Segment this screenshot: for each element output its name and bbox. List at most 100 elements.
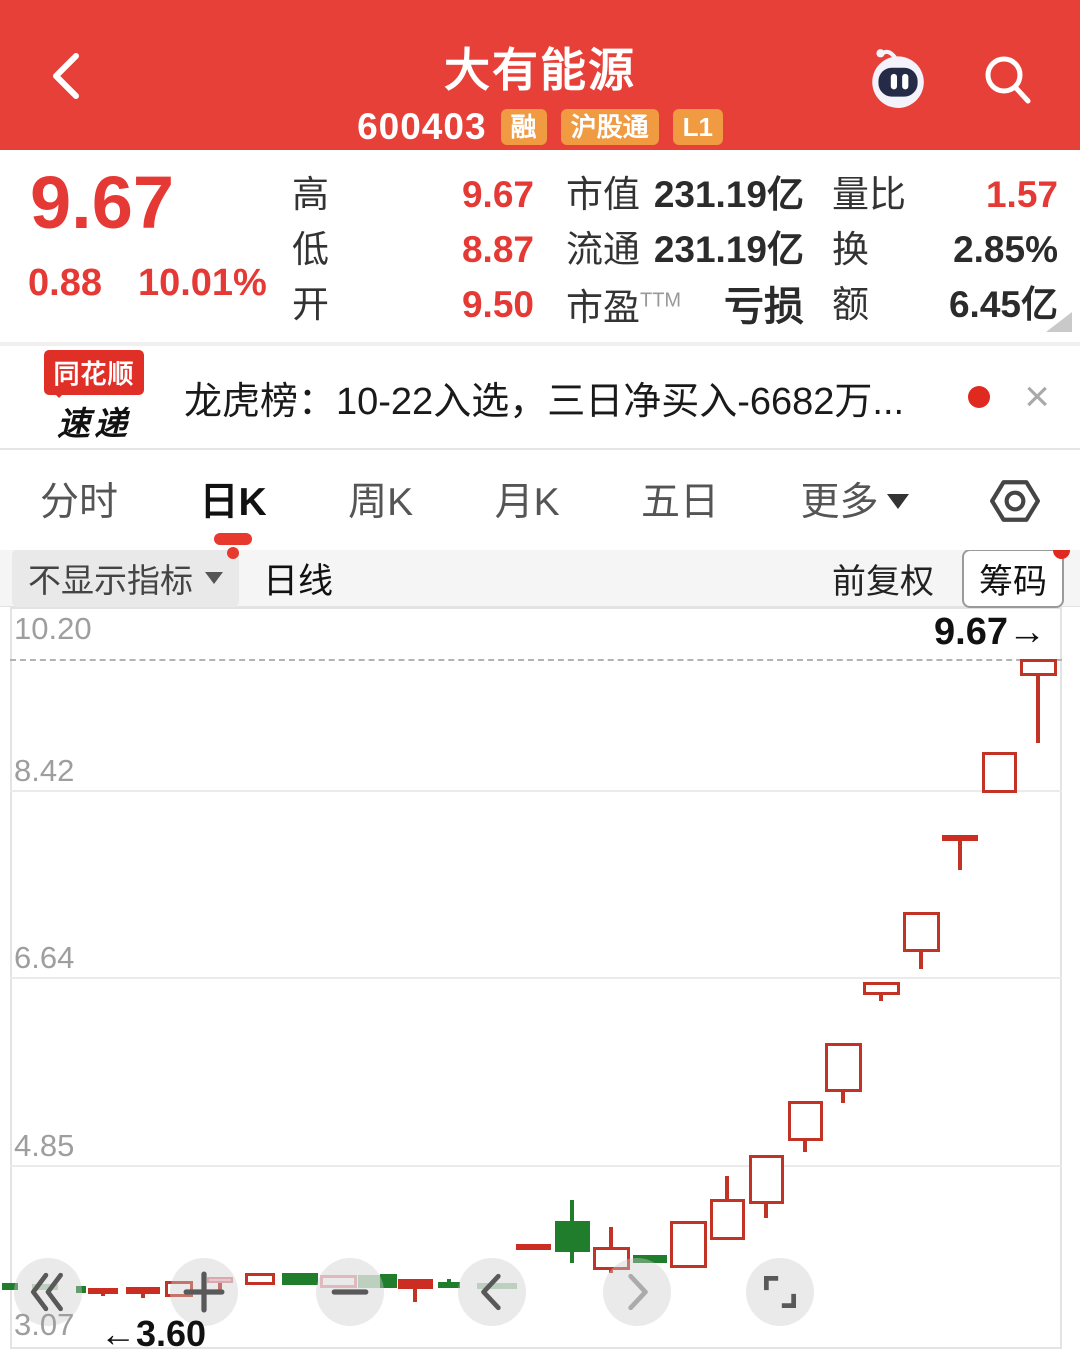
candle-body [88, 1287, 118, 1294]
quote-col-vol: 量比 1.57 换 2.85% 额 6.45亿 [832, 164, 1058, 325]
stat-row-float: 流通 231.19亿 [566, 219, 804, 270]
chips-distribution-button[interactable]: 筹码 [962, 541, 1070, 608]
chart-settings-button[interactable] [989, 476, 1040, 526]
candle-body [282, 1272, 318, 1286]
candle-body [515, 1243, 551, 1250]
tab-daily-k[interactable]: 日K [199, 471, 267, 559]
candle-body [862, 982, 900, 995]
plot-border-bottom [10, 1347, 1062, 1349]
stat-row-volratio: 量比 1.57 [832, 164, 1058, 215]
zoom-in-button[interactable] [170, 1258, 238, 1326]
stat-label: 市盈TTM [566, 287, 682, 328]
candle-body [554, 1221, 590, 1252]
gridline [10, 789, 1062, 792]
y-axis-label: 4.85 [14, 1127, 75, 1163]
gridline [10, 1164, 1062, 1167]
stat-row-marketcap: 市值 231.19亿 [566, 164, 804, 215]
stat-row-low: 低 8.87 [292, 219, 534, 270]
candle-body [477, 1283, 517, 1290]
caret-down-icon [886, 494, 909, 509]
active-tab-indicator-dot [227, 547, 240, 559]
stat-row-amount: 额 6.45亿 [832, 274, 1058, 325]
last-price: 9.67 [30, 161, 175, 244]
ttm-superscript: TTM [640, 289, 682, 312]
indicator-selector[interactable]: 不显示指标 [12, 549, 239, 607]
chart-sub-toolbar: 不显示指标 日线 前复权 筹码 [0, 541, 1080, 608]
zoom-out-button[interactable] [316, 1258, 384, 1326]
adjust-mode-toggle[interactable]: 前复权 [832, 562, 934, 601]
y-axis-label: 3.07 [14, 1307, 75, 1342]
stat-row-open: 开 9.50 [292, 274, 534, 325]
candle-body [709, 1199, 745, 1241]
expand-quote-triangle-icon[interactable] [1046, 312, 1072, 332]
candle-body [669, 1221, 707, 1268]
candle-wick [958, 835, 962, 870]
stat-value: 6.45亿 [948, 284, 1058, 325]
candle-body [358, 1275, 380, 1288]
quote-col-cap: 市值 231.19亿 流通 231.19亿 市盈TTM 亏损 [566, 164, 804, 329]
candle-body [592, 1246, 630, 1270]
stock-code-row: 600403 融 沪股通 L1 [0, 106, 1080, 148]
pan-left-button[interactable] [458, 1258, 526, 1326]
period-label: 日线 [263, 561, 334, 601]
tab-monthly-k[interactable]: 月K [494, 481, 560, 524]
price-change-row: 0.88 10.01% [28, 262, 267, 305]
close-icon[interactable]: × [1024, 372, 1050, 421]
gridline [10, 976, 1062, 979]
candle-body [981, 752, 1017, 794]
candle-body [1019, 658, 1057, 677]
stat-value: 2.85% [953, 229, 1058, 270]
logo-brand: 同花顺 [44, 349, 144, 398]
back-button[interactable] [42, 48, 94, 104]
stat-label: 额 [832, 284, 869, 325]
kline-plot: 10.20 8.42 6.64 4.85 3.07 [0, 607, 1080, 1351]
section-divider [0, 342, 1080, 346]
quote-panel: 9.67 0.88 10.01% 高 9.67 低 8.87 开 9.50 市值… [0, 150, 1080, 342]
stat-value: 9.50 [461, 284, 534, 325]
quote-col-ohl: 高 9.67 低 8.87 开 9.50 [292, 164, 534, 325]
stat-row-pe: 市盈TTM 亏损 [566, 274, 804, 329]
stat-value: 231.19亿 [653, 229, 804, 270]
ai-assistant-button[interactable] [864, 44, 930, 110]
margin-badge: 融 [500, 109, 547, 145]
active-tab-indicator [214, 533, 253, 545]
candle-body [207, 1277, 233, 1284]
fullscreen-button[interactable] [746, 1258, 814, 1326]
stat-row-turnover: 换 2.85% [832, 219, 1058, 270]
candle-wick [1036, 658, 1040, 743]
tab-more[interactable]: 更多 [801, 471, 909, 531]
header-title-block: 大有能源 600403 融 沪股通 L1 [0, 0, 1080, 148]
robot-icon [872, 49, 924, 108]
chevron-right-icon [628, 1273, 648, 1311]
caret-down-icon [205, 572, 223, 584]
stat-label: 高 [292, 174, 329, 215]
stat-label: 量比 [832, 174, 906, 215]
search-icon [985, 56, 1031, 104]
stat-value: 9.67 [461, 174, 534, 215]
stat-value: 亏损 [724, 285, 804, 329]
tab-weekly-k[interactable]: 周K [348, 481, 414, 524]
stat-value: 8.87 [461, 229, 534, 270]
stat-value: 231.19亿 [653, 174, 804, 215]
current-price-tag: 9.67→ [934, 611, 1046, 653]
stat-label: 换 [832, 229, 869, 270]
unread-dot-icon [968, 386, 991, 408]
tab-minute[interactable]: 分时 [40, 481, 119, 524]
candle-body [438, 1282, 460, 1289]
y-axis-label: 8.42 [14, 752, 75, 788]
stock-code: 600403 [357, 106, 487, 147]
corner-brackets-icon [763, 1275, 797, 1309]
candle-body [245, 1272, 275, 1286]
search-button[interactable] [978, 50, 1036, 108]
news-ticker-bar: 同花顺 速递 龙虎榜：10-22入选，三日净买入-6682万... × [0, 346, 1080, 450]
minus-icon [331, 1289, 369, 1295]
news-headline[interactable]: 龙虎榜：10-22入选，三日净买入-6682万... [184, 380, 905, 423]
candle-body [76, 1285, 86, 1293]
candle-body [942, 835, 978, 842]
chevron-left-icon [53, 53, 79, 99]
candle-body [126, 1286, 160, 1294]
rewind-button[interactable] [14, 1258, 82, 1326]
pan-right-button[interactable] [603, 1258, 671, 1326]
tab-five-day[interactable]: 五日 [641, 481, 720, 524]
